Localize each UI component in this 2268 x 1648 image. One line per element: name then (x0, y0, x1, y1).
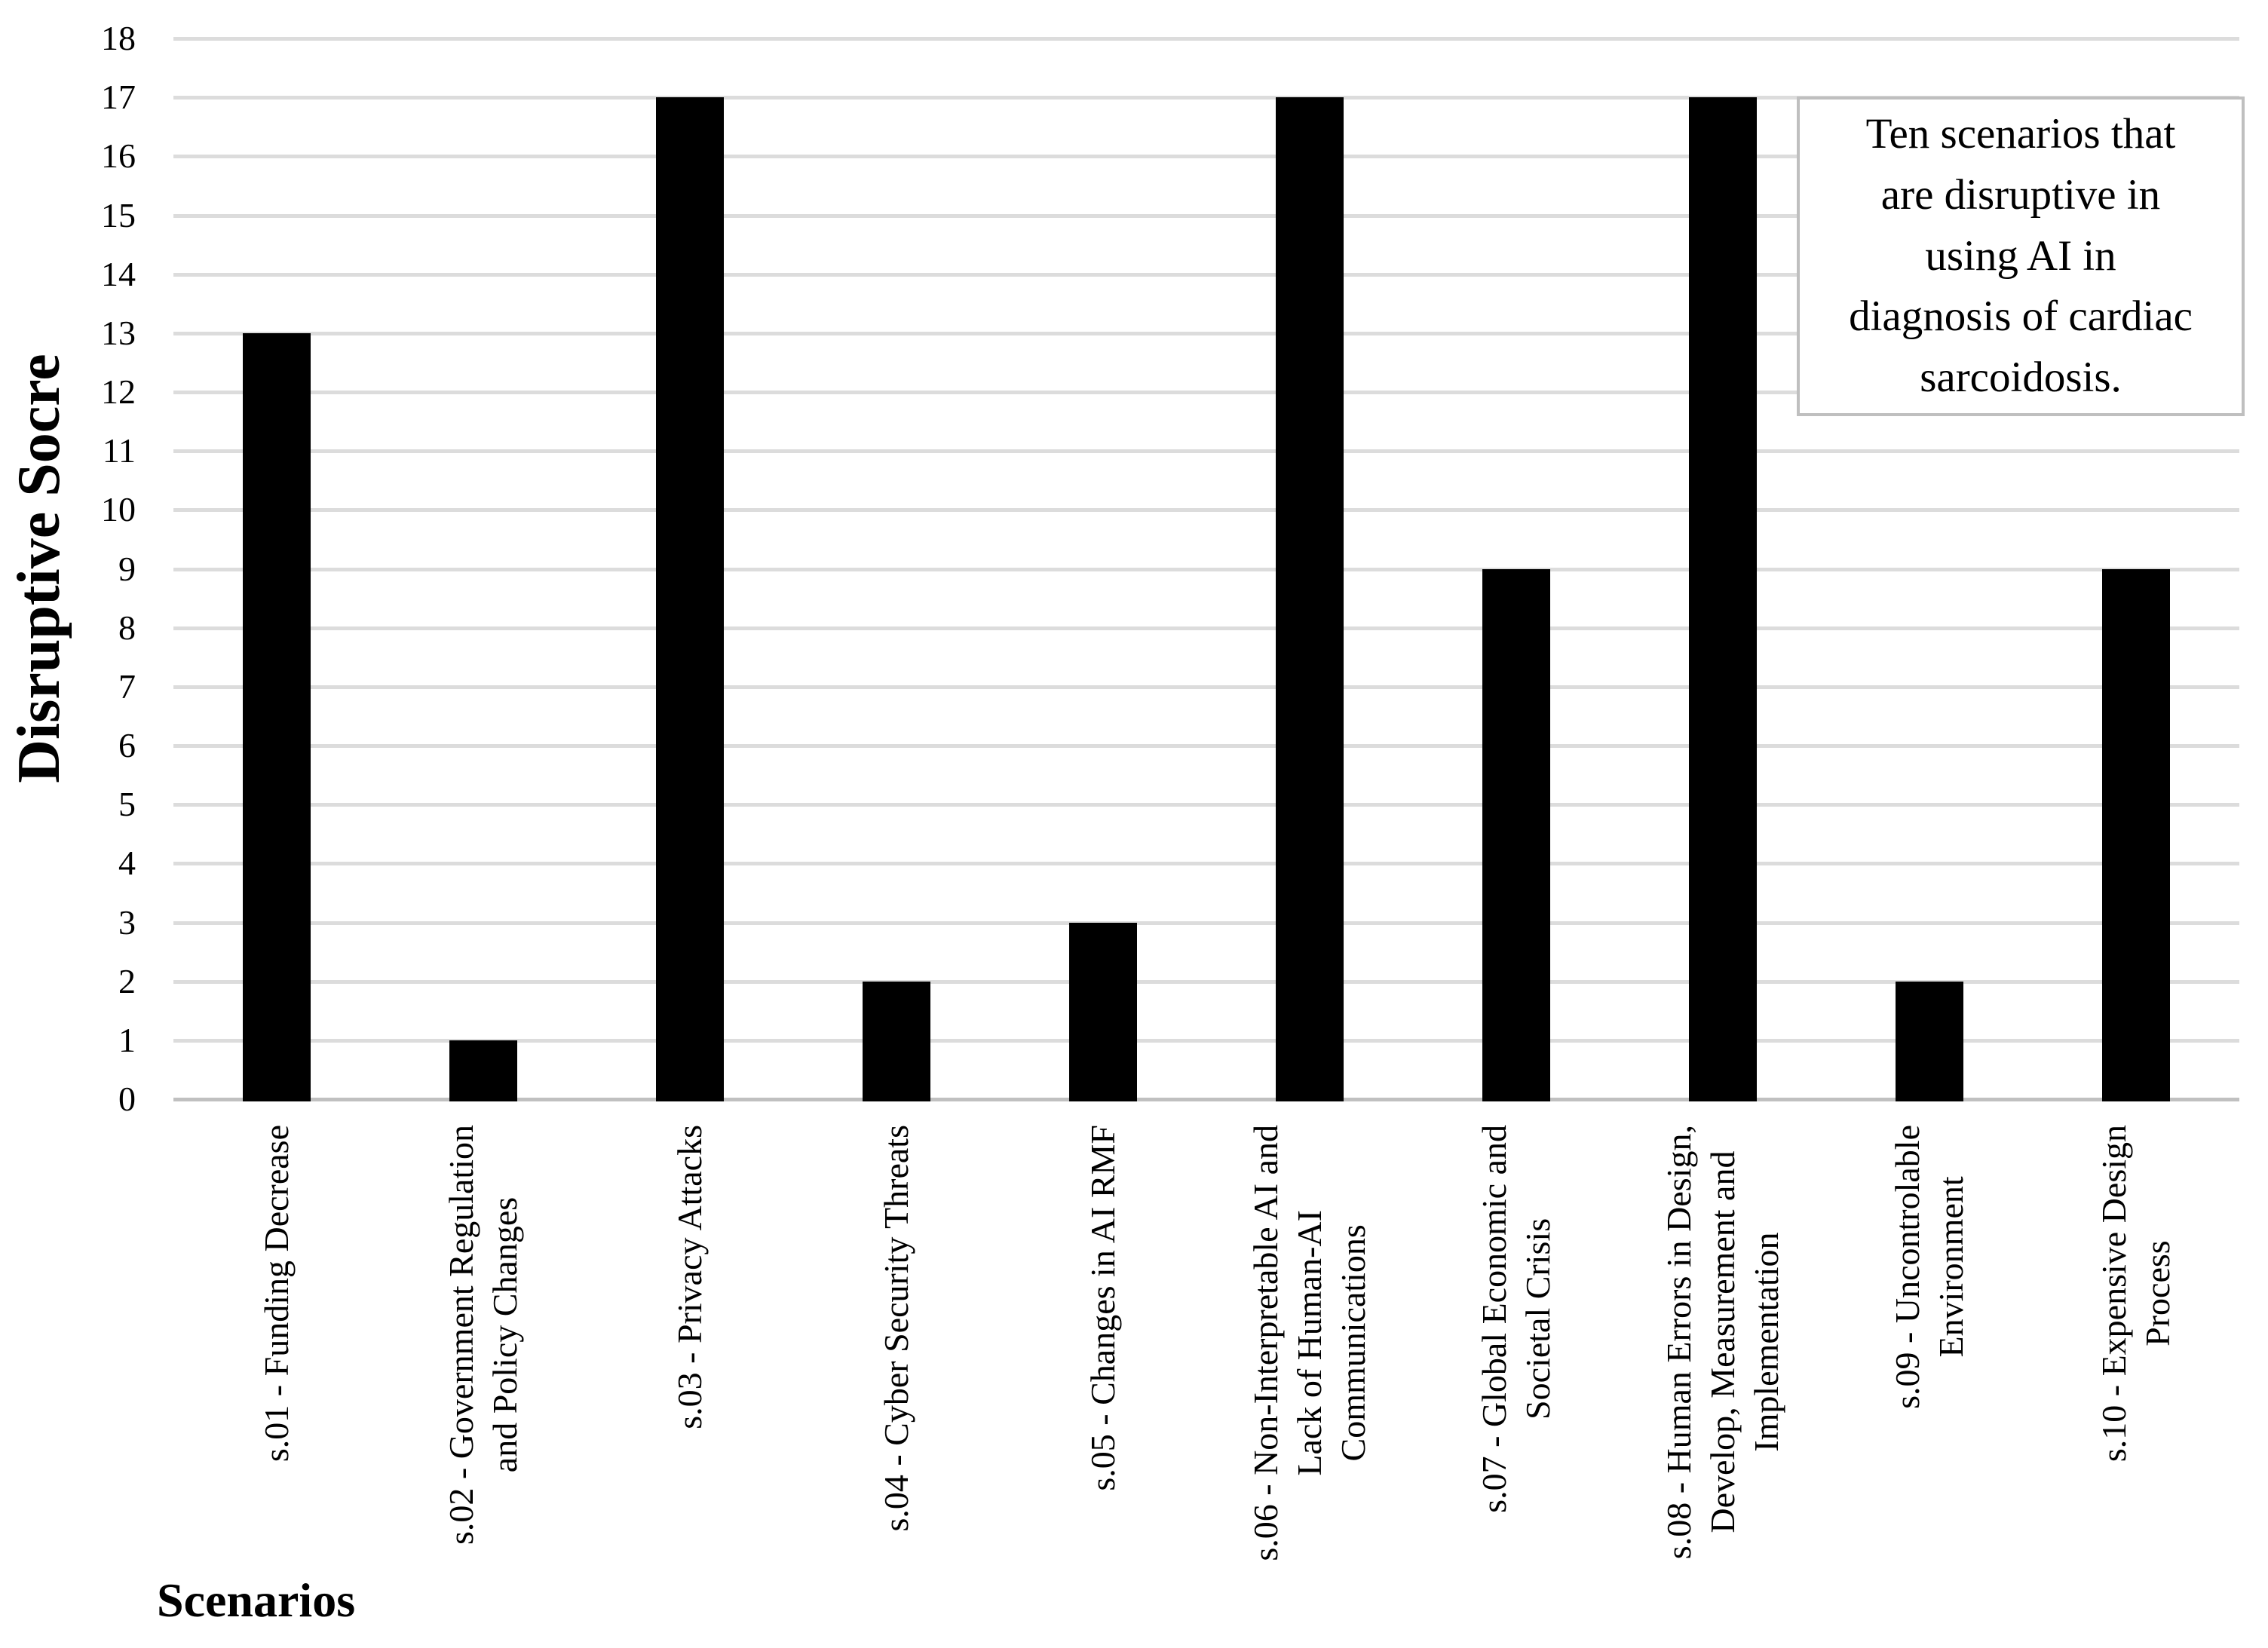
gridline (173, 96, 2239, 100)
x-axis-title: Scenarios (157, 1573, 356, 1627)
x-axis-label: s.10 - Expensive Design Process (2095, 1125, 2177, 1463)
gridline (173, 213, 2239, 218)
y-axis-tick-label: 15 (101, 195, 136, 234)
x-axis-label: s.09 - Uncontrolable Environment (1888, 1125, 1970, 1409)
x-axis-label: s.01 - Funding Decrease (257, 1125, 296, 1463)
y-axis-tick-label: 5 (118, 785, 136, 824)
x-axis-label: s.02 - Government Regulation and Policy … (442, 1125, 524, 1545)
x-axis-label: s.08 - Human Errors in Design, Develop, … (1660, 1125, 1785, 1560)
x-axis-label: s.04 - Cyber Security Threats (877, 1125, 915, 1532)
gridline (173, 744, 2239, 748)
y-axis-tick-label: 13 (101, 313, 136, 352)
gridline (173, 272, 2239, 277)
x-axis-label: s.05 - Changes in AI RMF (1083, 1125, 1122, 1491)
y-axis-tick-label: 7 (118, 666, 136, 706)
gridline (173, 508, 2239, 513)
annotation-box: Ten scenarios that are disruptive in usi… (1797, 96, 2245, 416)
y-axis-tick-label: 0 (118, 1080, 136, 1118)
y-axis-tick-label: 4 (118, 844, 136, 883)
gridline (173, 391, 2239, 394)
y-axis-tick-label: 2 (118, 961, 136, 1000)
y-axis-tick-label: 3 (118, 902, 136, 942)
bar (2102, 568, 2170, 1101)
y-axis-tick-label: 1 (118, 1020, 136, 1059)
annotation-text: Ten scenarios that are disruptive in usi… (1849, 109, 2193, 402)
gridline (173, 155, 2239, 159)
y-axis-tick-label: 6 (118, 726, 136, 764)
y-axis-tick-label: 16 (101, 136, 136, 176)
y-axis-tick-label: 18 (101, 19, 136, 57)
bar (1689, 97, 1757, 1101)
gridline (173, 626, 2239, 630)
y-axis-tick-label: 17 (101, 78, 136, 117)
x-axis-label: s.06 - Non-Interpretable AI and Lack of … (1246, 1125, 1372, 1561)
gridline (173, 331, 2239, 335)
bar (1276, 97, 1344, 1101)
x-axis-label: s.03 - Privacy Attacks (670, 1125, 709, 1429)
gridline (173, 685, 2239, 689)
bar (449, 1040, 517, 1101)
gridline (173, 449, 2239, 454)
y-axis-tick-label: 11 (102, 431, 136, 470)
bar (243, 332, 311, 1101)
y-axis-tick-label: 8 (118, 608, 136, 647)
gridline (173, 862, 2239, 866)
x-axis-label: s.07 - Global Economic and Societal Cris… (1475, 1125, 1557, 1513)
gridline (173, 37, 2239, 41)
y-axis-tick-label: 12 (101, 372, 136, 411)
y-axis-tick-label: 14 (101, 254, 136, 293)
bar (1896, 981, 1963, 1101)
y-axis-tick-label: 10 (101, 490, 136, 529)
x-axis-line (173, 1098, 2239, 1101)
gridline (173, 920, 2239, 925)
gridline (173, 803, 2239, 807)
gridline (173, 1038, 2239, 1043)
bar (1069, 922, 1137, 1101)
bar (1482, 568, 1550, 1101)
gridline (173, 979, 2239, 984)
gridline (173, 567, 2239, 571)
bar (656, 97, 724, 1101)
y-axis-tick-label: 9 (118, 549, 136, 588)
bar (863, 981, 930, 1101)
